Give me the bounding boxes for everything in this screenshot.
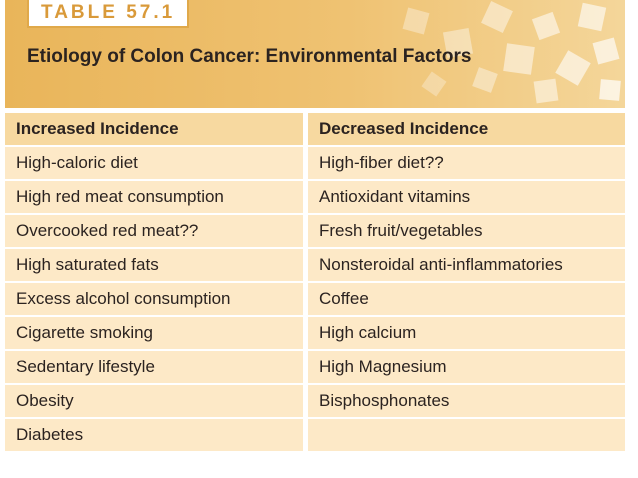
title-banner: TABLE 57.1 Etiology of Colon Cancer: Env… <box>5 0 625 108</box>
table-row: Obesity Bisphosphonates <box>5 385 625 417</box>
table-title: Etiology of Colon Cancer: Environmental … <box>27 46 472 67</box>
table-row: Cigarette smoking High calcium <box>5 317 625 349</box>
table-row: Sedentary lifestyle High Magnesium <box>5 351 625 383</box>
table-cell: Bisphosphonates <box>308 385 625 417</box>
table: Increased Incidence Decreased Incidence … <box>5 113 625 453</box>
table-cell: Fresh fruit/vegetables <box>308 215 625 247</box>
table-row: High saturated fats Nonsteroidal anti-inf… <box>5 249 625 281</box>
table-row: Diabetes <box>5 419 625 451</box>
decoration <box>402 1 621 104</box>
table-cell: Sedentary lifestyle <box>5 351 303 383</box>
table-cell: Nonsteroidal anti-inflammatories <box>308 249 625 281</box>
header-row: Increased Incidence Decreased Incidence <box>5 113 625 145</box>
table-row: Overcooked red meat?? Fresh fruit/vegetab… <box>5 215 625 247</box>
table-cell: High saturated fats <box>5 249 303 281</box>
table-cell: Diabetes <box>5 419 303 451</box>
header-cell: Decreased Incidence <box>308 113 625 145</box>
table-cell <box>308 419 625 451</box>
table-cell: High-fiber diet?? <box>308 147 625 179</box>
table-cell: Antioxidant vitamins <box>308 181 625 213</box>
table-cell: Overcooked red meat?? <box>5 215 303 247</box>
table-row: Excess alcohol consumption Coffee <box>5 283 625 315</box>
table-cell: Obesity <box>5 385 303 417</box>
table-label: TABLE 57.1 <box>27 0 190 28</box>
table-cell: High Magnesium <box>308 351 625 383</box>
header-cell: Increased Incidence <box>5 113 303 145</box>
table-row: High-caloric diet High-fiber diet?? <box>5 147 625 179</box>
table-cell: High red meat consumption <box>5 181 303 213</box>
table-cell: High calcium <box>308 317 625 349</box>
table-row: High red meat consumption Antioxidant vit… <box>5 181 625 213</box>
decor-squares <box>402 1 621 104</box>
table-cell: Cigarette smoking <box>5 317 303 349</box>
table-cell: Coffee <box>308 283 625 315</box>
table-cell: High-caloric diet <box>5 147 303 179</box>
table-cell: Excess alcohol consumption <box>5 283 303 315</box>
